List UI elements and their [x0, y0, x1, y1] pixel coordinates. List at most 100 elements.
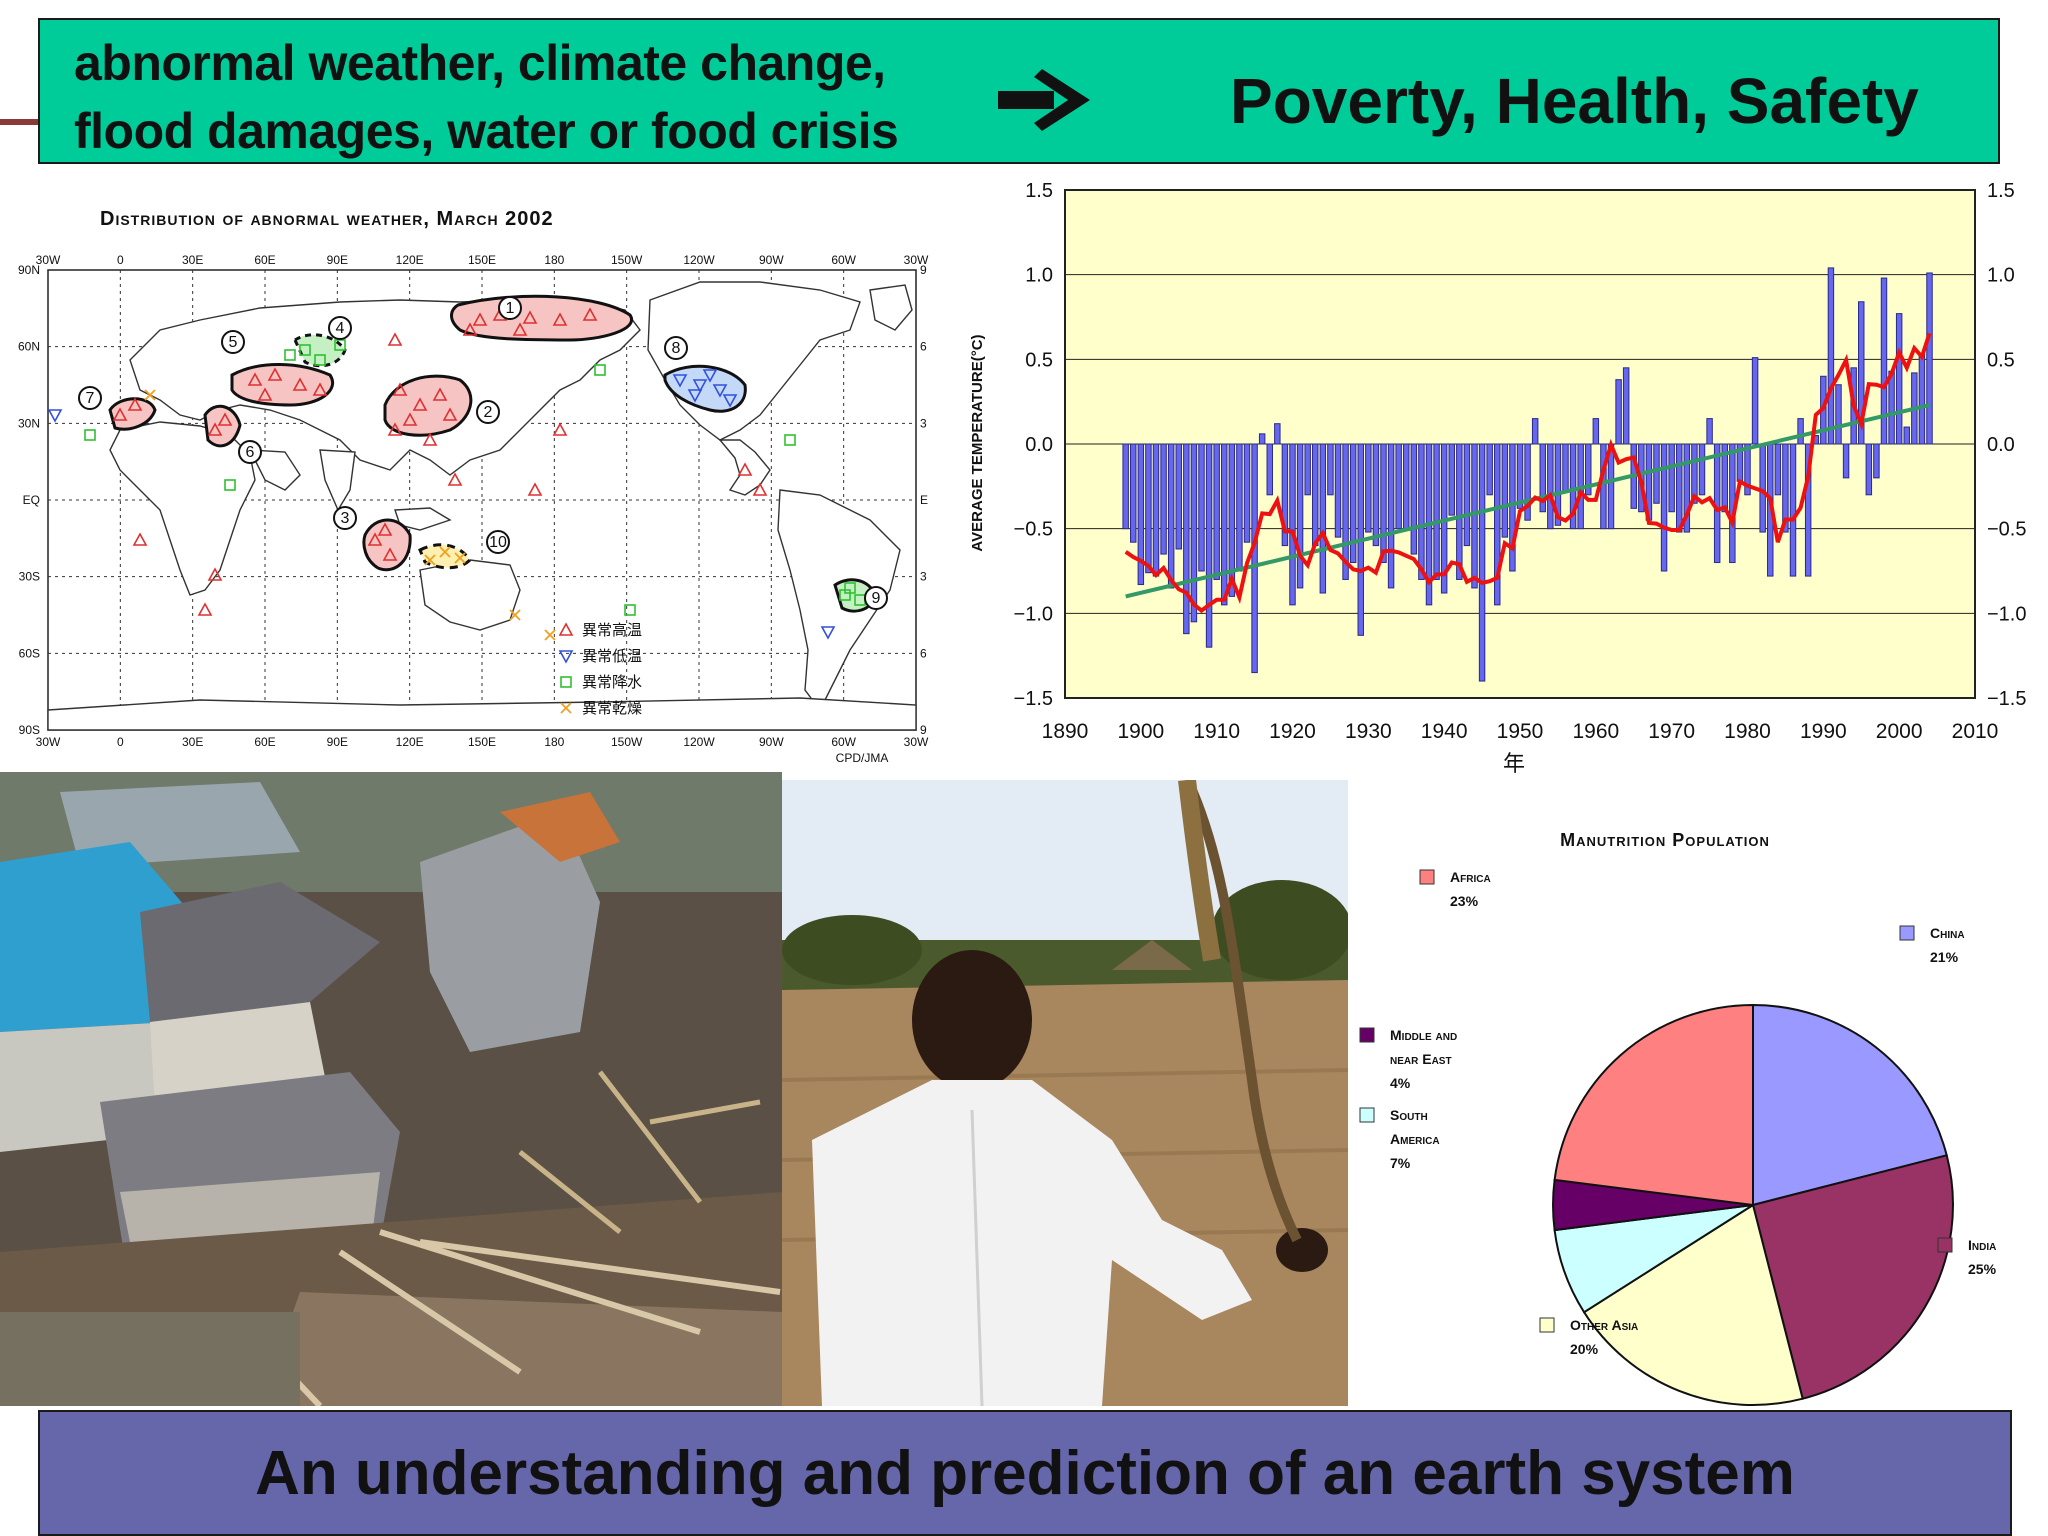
temperature-bar: [1433, 443, 1440, 580]
weather-marker: [267, 367, 283, 381]
trend-line: [1125, 403, 1930, 599]
temperature-bar: [1266, 443, 1273, 496]
weather-marker: [284, 349, 296, 361]
temperature-bar: [1797, 418, 1804, 445]
weather-marker: [722, 394, 738, 408]
weather-marker: [247, 372, 263, 386]
weather-marker: [839, 589, 851, 601]
weather-marker: [402, 412, 418, 426]
temperature-bar: [1569, 443, 1577, 530]
region-number: 8: [672, 340, 681, 357]
weather-marker: [447, 472, 463, 486]
pie-title: Manutrition Population: [1560, 830, 1770, 850]
legend-symbol-icon: [558, 650, 574, 664]
temperature-bar: [1865, 443, 1873, 496]
temperature-bar: [1713, 443, 1721, 564]
chart-x-tick: 1960: [1572, 720, 1619, 743]
temperature-bar: [1183, 443, 1190, 635]
map-right-tick: 3: [920, 416, 927, 430]
weather-marker: [312, 382, 328, 396]
temperature-bar: [1501, 443, 1509, 538]
region-number: 3: [341, 510, 350, 527]
region-number-circle: [328, 316, 352, 340]
chart-y-tick-left: 1.5: [1025, 180, 1053, 202]
temperature-bar: [1888, 370, 1895, 445]
map-lon-label-bottom: 120E: [396, 735, 424, 749]
pie-legend-swatch: [1937, 1237, 1953, 1253]
chart-x-tick: 2000: [1876, 720, 1923, 743]
map-lat-label: 30S: [19, 570, 40, 584]
banner-cause-line-2: flood damages, water or food crisis: [74, 103, 899, 159]
temperature-bar: [1486, 443, 1493, 496]
chart-x-tick: 1930: [1345, 720, 1392, 743]
chart-x-tick: 1940: [1421, 720, 1468, 743]
weather-marker: [112, 407, 128, 421]
pie-slice-percent: 21%: [1930, 949, 1959, 965]
temperature-bar: [1236, 443, 1243, 572]
weather-marker: [432, 387, 448, 401]
region-number: 4: [336, 320, 345, 337]
weather-marker: [299, 344, 311, 356]
temperature-bar: [1524, 443, 1531, 521]
map-lat-label: EQ: [23, 493, 40, 507]
temperature-bar: [1448, 443, 1455, 516]
pie-slice: [1752, 1003, 1948, 1207]
footer-banner: An understanding and prediction of an ea…: [38, 1410, 2012, 1536]
temperature-bar: [1668, 443, 1675, 513]
chart-x-label: 年: [1503, 752, 1525, 777]
temperature-bar: [1547, 443, 1554, 530]
weather-marker: [292, 377, 308, 391]
chart-x-tick: 1900: [1117, 720, 1164, 743]
weather-marker: [509, 609, 521, 621]
temperature-bar: [1622, 367, 1630, 445]
temperature-bar: [1471, 443, 1478, 589]
map-lon-label-top: 90E: [327, 253, 348, 267]
temperature-bar: [1251, 443, 1258, 674]
pie-legend-swatch: [1539, 1317, 1555, 1333]
weather-marker: [207, 567, 223, 581]
weather-marker: [84, 429, 96, 441]
temperature-bar: [1213, 443, 1220, 580]
temperature-bar: [1175, 443, 1182, 550]
temperature-bar: [1676, 443, 1683, 533]
legend-symbol-icon: [558, 622, 574, 636]
pie-legend-swatch: [1419, 869, 1435, 885]
map-lon-label-top: 30W: [904, 253, 929, 267]
weather-marker: [552, 422, 568, 436]
map-lon-label-bottom: 30W: [36, 735, 61, 749]
footer-text: An understanding and prediction of an ea…: [255, 1439, 1795, 1508]
map-lon-label-top: 150W: [611, 253, 643, 267]
pie-slice-percent: 4%: [1390, 1075, 1411, 1091]
map-lon-label-top: 60W: [831, 253, 856, 267]
map-lat-label: 90S: [19, 723, 40, 737]
temperature-bar: [1456, 443, 1463, 580]
temperature-bar: [1774, 443, 1782, 496]
map-lon-label-top: 60E: [254, 253, 275, 267]
temperature-bar: [1296, 443, 1304, 589]
map-lat-label: 30N: [18, 416, 40, 430]
headline-banner: abnormal weather, climate change, flood …: [38, 18, 2000, 164]
weather-marker: [217, 412, 233, 426]
temperature-bar: [1403, 443, 1410, 530]
map-lon-label-top: 0: [117, 253, 124, 267]
chart-y-tick-left: −0.5: [1014, 519, 1053, 541]
temperature-bar: [1152, 443, 1160, 577]
temperature-bar: [1190, 443, 1198, 623]
weather-marker: [392, 382, 408, 396]
temperature-bar: [1842, 443, 1850, 479]
region-number: 7: [86, 390, 95, 407]
temperature-bar: [1615, 379, 1622, 445]
world-map: 1 2 3 4 5 6 7 8 9 10 30W 30W 0 0 30E 30E 60E 60E 90E 90E 12…: [18, 253, 929, 765]
weather-marker: [512, 322, 528, 336]
weather-marker: [439, 546, 451, 558]
temperature-bar: [1554, 443, 1562, 526]
weather-marker: [672, 374, 688, 388]
region-number: 2: [484, 404, 493, 421]
pie-slice-percent: 7%: [1390, 1155, 1411, 1171]
weather-marker: [257, 387, 273, 401]
pie-slice-label: Other Asia: [1570, 1317, 1638, 1333]
temperature-bar: [1653, 443, 1660, 504]
temperature-bar: [1531, 418, 1539, 445]
region-number-circle: [333, 506, 357, 530]
weather-marker: [527, 482, 543, 496]
